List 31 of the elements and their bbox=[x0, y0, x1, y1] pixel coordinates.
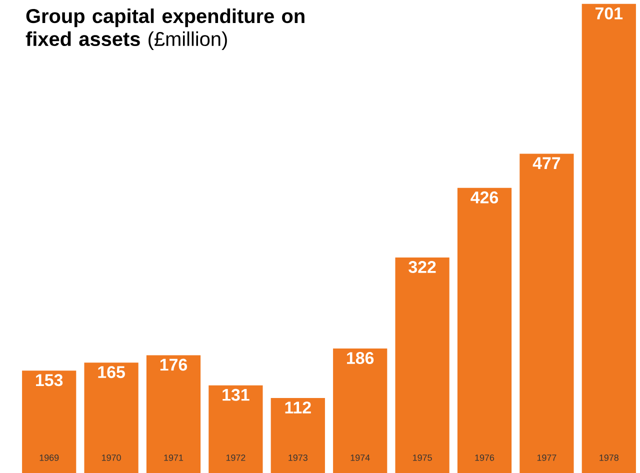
bar bbox=[84, 362, 138, 473]
data-label: 112 bbox=[285, 402, 311, 414]
data-label: 165 bbox=[98, 366, 125, 378]
data-label: 131 bbox=[222, 388, 250, 401]
data-label: 426 bbox=[470, 191, 498, 204]
data-label: 701 bbox=[596, 7, 623, 20]
bar bbox=[270, 398, 325, 473]
x-tick-label: 1977 bbox=[537, 454, 556, 461]
bar bbox=[208, 385, 263, 473]
x-tick-label: 1972 bbox=[226, 454, 246, 461]
x-tick-label: 1969 bbox=[40, 454, 59, 461]
text: Group capital expenditure on fixed assets (£million) bbox=[26, 8, 304, 50]
bar bbox=[146, 355, 201, 473]
bar bbox=[457, 188, 512, 473]
data-label: 322 bbox=[408, 261, 436, 274]
x-tick-label: 1976 bbox=[475, 454, 494, 461]
data-label: 153 bbox=[36, 374, 63, 386]
x-tick-label: 1970 bbox=[102, 454, 121, 461]
x-tick-label: 1975 bbox=[413, 454, 432, 461]
bar bbox=[395, 258, 450, 473]
data-label: 186 bbox=[347, 352, 374, 364]
bar bbox=[520, 154, 574, 473]
data-label: 477 bbox=[532, 157, 560, 169]
bar bbox=[22, 370, 76, 473]
bar bbox=[333, 348, 388, 473]
x-tick-label: 1973 bbox=[288, 454, 308, 461]
data-label: 176 bbox=[160, 358, 188, 371]
x-tick-label: 1974 bbox=[350, 454, 370, 461]
bar bbox=[582, 4, 636, 473]
x-tick-label: 1978 bbox=[600, 454, 618, 461]
x-tick-label: 1971 bbox=[164, 454, 184, 461]
